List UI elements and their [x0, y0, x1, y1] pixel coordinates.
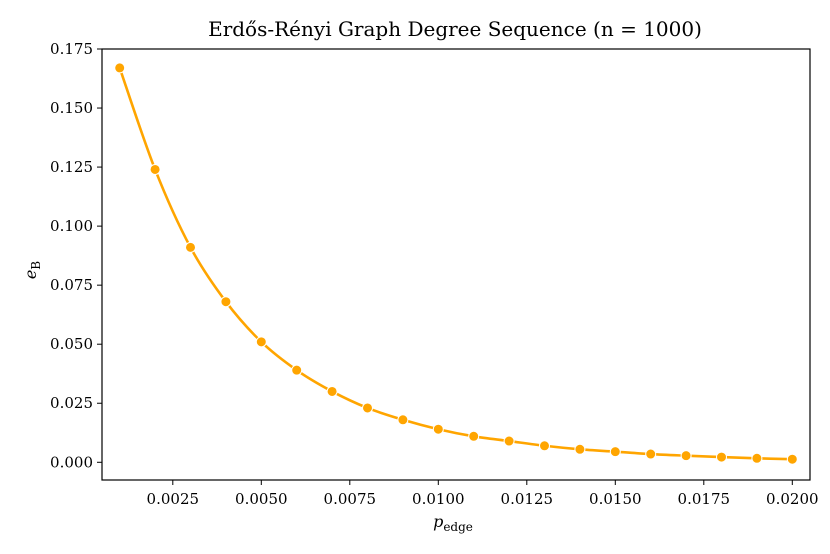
y-axis-label: eB: [21, 261, 43, 279]
y-tick-label: 0.150: [50, 99, 93, 117]
data-point: [503, 435, 515, 447]
x-tick-label: 0.0025: [147, 490, 200, 508]
y-tick-label: 0.100: [50, 217, 93, 235]
y-tick-label: 0.000: [50, 453, 93, 471]
data-point: [432, 423, 444, 435]
chart-title-text: Erdős-Rényi Graph Degree Sequence (n = 1…: [208, 17, 702, 41]
data-point: [185, 241, 196, 253]
x-tick-label: 0.0100: [412, 490, 465, 508]
data-point: [716, 451, 727, 463]
x-tick-label: 0.0125: [501, 490, 554, 508]
data-point: [786, 453, 798, 465]
chart-title: Erdős-Rényi Graph Degree Sequence (n = 1…: [208, 17, 702, 41]
data-point: [362, 402, 373, 414]
y-tick-label: 0.175: [50, 40, 93, 58]
data-point: [291, 364, 303, 376]
y-tick-label: 0.075: [50, 276, 93, 294]
data-point: [468, 430, 480, 442]
data-point: [751, 452, 763, 464]
data-point: [645, 448, 657, 460]
x-tick-label: 0.0175: [678, 490, 731, 508]
x-tick-label: 0.0075: [324, 490, 377, 508]
plot-area: [101, 48, 811, 481]
x-tick-label: 0.0150: [589, 490, 642, 508]
data-point: [397, 414, 409, 426]
data-point: [149, 163, 161, 175]
y-tick-label: 0.125: [50, 158, 93, 176]
series-line: [118, 67, 793, 461]
data-point: [680, 450, 692, 462]
data-point: [539, 440, 550, 452]
y-axis: 0.000 0.025 0.050 0.075 0.100 0.125 0.150 0.175: [50, 40, 102, 471]
data-point: [574, 443, 586, 455]
x-axis-label: pedge: [433, 512, 473, 534]
data-point: [114, 62, 126, 74]
x-tick-label: 0.0200: [766, 490, 819, 508]
x-tick-label: 0.0050: [235, 490, 288, 508]
series-layer: [114, 62, 798, 465]
x-axis: 0.0025 0.0050 0.0075 0.0100 0.0125 0.0150 0.01…: [147, 480, 819, 508]
data-point: [255, 336, 267, 348]
plot-frame: [101, 48, 811, 481]
data-point: [326, 385, 338, 397]
y-tick-label: 0.050: [50, 335, 93, 353]
y-tick-label: 0.025: [50, 394, 93, 412]
data-point: [609, 446, 621, 458]
data-point: [220, 296, 232, 308]
